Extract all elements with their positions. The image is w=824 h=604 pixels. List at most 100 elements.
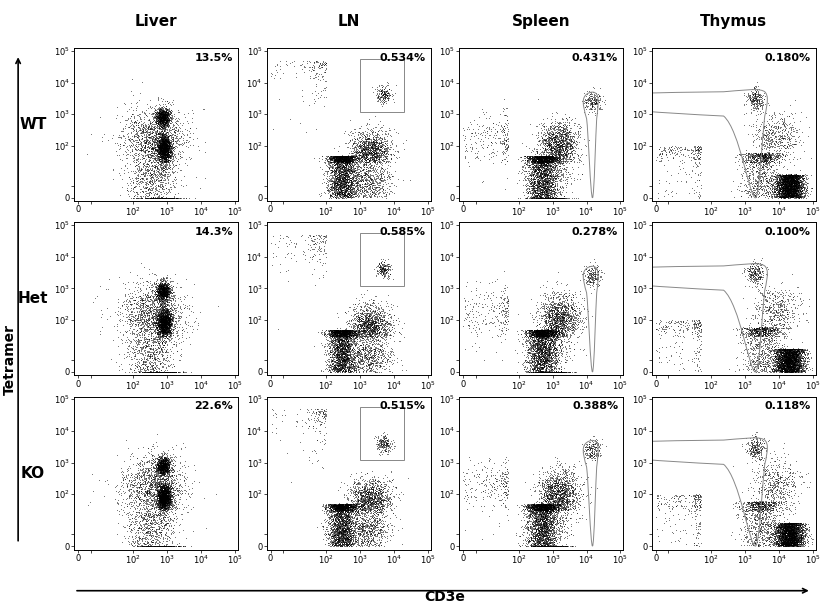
Point — [150, 332, 163, 341]
Point — [344, 501, 358, 511]
Point — [136, 187, 149, 196]
Point — [546, 332, 559, 341]
Point — [152, 486, 166, 496]
Point — [333, 330, 346, 340]
Point — [156, 494, 169, 504]
Point — [791, 350, 804, 360]
Point — [337, 172, 350, 182]
Point — [154, 477, 167, 486]
Point — [342, 181, 355, 191]
Point — [332, 503, 345, 512]
Point — [159, 316, 172, 326]
Point — [343, 152, 356, 161]
Point — [327, 501, 340, 510]
Point — [161, 145, 174, 155]
Point — [536, 331, 549, 341]
Point — [344, 507, 357, 517]
Point — [143, 465, 156, 475]
Point — [555, 327, 569, 336]
Point — [333, 502, 346, 512]
Point — [158, 509, 171, 518]
Point — [159, 458, 172, 467]
Point — [321, 153, 335, 163]
Point — [331, 501, 344, 511]
Point — [538, 345, 551, 355]
Point — [793, 356, 806, 365]
Point — [545, 181, 558, 191]
Point — [749, 440, 762, 450]
Point — [152, 281, 166, 291]
Point — [780, 299, 794, 309]
Point — [565, 295, 578, 305]
Point — [536, 156, 550, 166]
Point — [779, 347, 792, 357]
Point — [158, 308, 171, 318]
Point — [550, 490, 563, 500]
Point — [156, 112, 169, 122]
Point — [798, 173, 811, 183]
Point — [485, 480, 498, 489]
Point — [352, 503, 365, 513]
Point — [147, 503, 161, 513]
Point — [152, 152, 166, 162]
Point — [753, 435, 766, 445]
Point — [775, 170, 789, 179]
Point — [362, 335, 375, 344]
Point — [163, 318, 176, 327]
Point — [475, 309, 488, 319]
Point — [574, 174, 587, 184]
Point — [550, 490, 563, 500]
Point — [324, 535, 337, 544]
Point — [693, 142, 706, 152]
Point — [556, 312, 569, 321]
Point — [330, 367, 344, 376]
Point — [761, 148, 775, 158]
Point — [763, 184, 776, 193]
Point — [156, 460, 169, 470]
Point — [171, 142, 184, 152]
Point — [775, 350, 789, 360]
Point — [787, 184, 800, 193]
Point — [395, 329, 408, 339]
Point — [360, 316, 373, 326]
Point — [787, 346, 800, 356]
Point — [533, 333, 546, 342]
Point — [321, 503, 335, 512]
Point — [156, 326, 169, 335]
Point — [557, 498, 570, 508]
Point — [345, 153, 358, 163]
Point — [751, 535, 764, 544]
Point — [333, 326, 346, 335]
Point — [159, 483, 172, 492]
Point — [161, 466, 174, 476]
Point — [550, 145, 563, 155]
Point — [788, 536, 801, 545]
Point — [545, 516, 558, 525]
Point — [794, 520, 807, 530]
Point — [340, 187, 353, 196]
Point — [342, 155, 355, 164]
Point — [784, 185, 797, 195]
Point — [775, 357, 789, 367]
Point — [377, 438, 390, 448]
Point — [525, 503, 538, 512]
Point — [159, 146, 172, 156]
Point — [550, 488, 563, 498]
Point — [339, 327, 353, 337]
Point — [339, 155, 353, 164]
Point — [317, 68, 330, 77]
Point — [540, 331, 553, 341]
Point — [528, 509, 541, 518]
Point — [356, 308, 369, 318]
Point — [336, 332, 349, 342]
Point — [161, 128, 174, 138]
Point — [763, 318, 776, 328]
Point — [121, 135, 134, 144]
Point — [142, 138, 155, 148]
Point — [171, 500, 185, 509]
Point — [155, 123, 168, 133]
Point — [532, 154, 545, 164]
Point — [354, 155, 368, 165]
Point — [152, 120, 165, 129]
Point — [370, 143, 383, 153]
